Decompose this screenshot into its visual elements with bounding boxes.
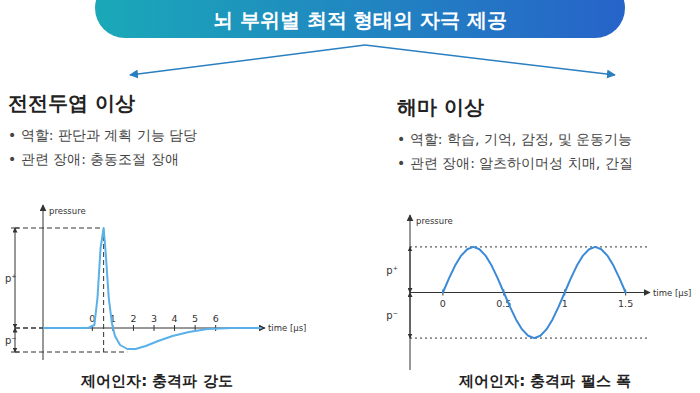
x-tick-label: 6: [213, 313, 219, 324]
guide-line: [15, 328, 43, 329]
x-axis-label: time [μs]: [653, 288, 691, 298]
header-banner: [95, 0, 625, 38]
x-tick: [154, 325, 155, 331]
control-factor: 제어인자: 충격파 펄스 폭: [458, 372, 631, 390]
canvas: 뇌 부위별 최적 형태의 자극 제공전전두엽 이상 • 역할: 판단과 계획 기능…: [0, 0, 700, 393]
control-factor: 제어인자: 충격파 강도: [80, 372, 232, 390]
plot-area: [43, 228, 261, 349]
y-axis-label: pressure: [416, 216, 453, 226]
annotation-label: p⁻: [5, 335, 17, 346]
waveform-line: [443, 247, 626, 338]
plot-area: [443, 247, 626, 338]
branch-arrow: [130, 45, 365, 75]
x-tick-label: 0: [440, 298, 446, 309]
x-tick-label: 5: [192, 313, 198, 324]
panel-bullet: • 역할: 학습, 기억, 감정, 및 운동기능: [397, 131, 632, 147]
x-tick-label: 3: [151, 313, 157, 324]
guide-line: [410, 338, 650, 339]
x-axis: [410, 292, 650, 293]
y-axis-label: pressure: [49, 206, 86, 216]
chart: p⁺p⁻pressuretime [μs]0123456: [5, 205, 306, 360]
guide-line: [15, 228, 104, 229]
annotation-label: p⁺: [386, 265, 398, 276]
x-tick-label: 2: [130, 313, 136, 324]
panel-bullet: • 역할: 판단과 계획 기능 담당: [8, 127, 197, 143]
guide-line: [15, 352, 127, 353]
chart: p⁺p⁻pressuretime [μs]00.511.5: [386, 215, 691, 370]
panel-title: 전전두엽 이상: [8, 91, 135, 115]
waveform-line: [43, 228, 261, 349]
y-axis: [410, 215, 411, 370]
guide-line: [103, 228, 104, 352]
panel-title: 해마 이상: [397, 95, 484, 119]
x-tick-label: 1.5: [618, 298, 633, 309]
x-axis-label: time [μs]: [268, 323, 306, 333]
guide-line: [15, 328, 43, 329]
panel-bullet: • 관련 장애: 알츠하이머성 치매, 간질: [397, 155, 633, 171]
y-axis: [43, 205, 44, 360]
guide-line: [410, 246, 650, 247]
panel-bullet: • 관련 장애: 충동조절 장애: [8, 151, 179, 167]
x-tick: [174, 325, 175, 331]
header-title: 뇌 부위별 최적 형태의 자극 제공: [213, 8, 508, 32]
x-tick-label: 4: [172, 313, 178, 324]
branch-arrow: [365, 45, 615, 75]
annotation-label: p⁻: [386, 310, 398, 321]
annotation-label: p⁺: [5, 273, 17, 284]
x-tick: [133, 325, 134, 331]
